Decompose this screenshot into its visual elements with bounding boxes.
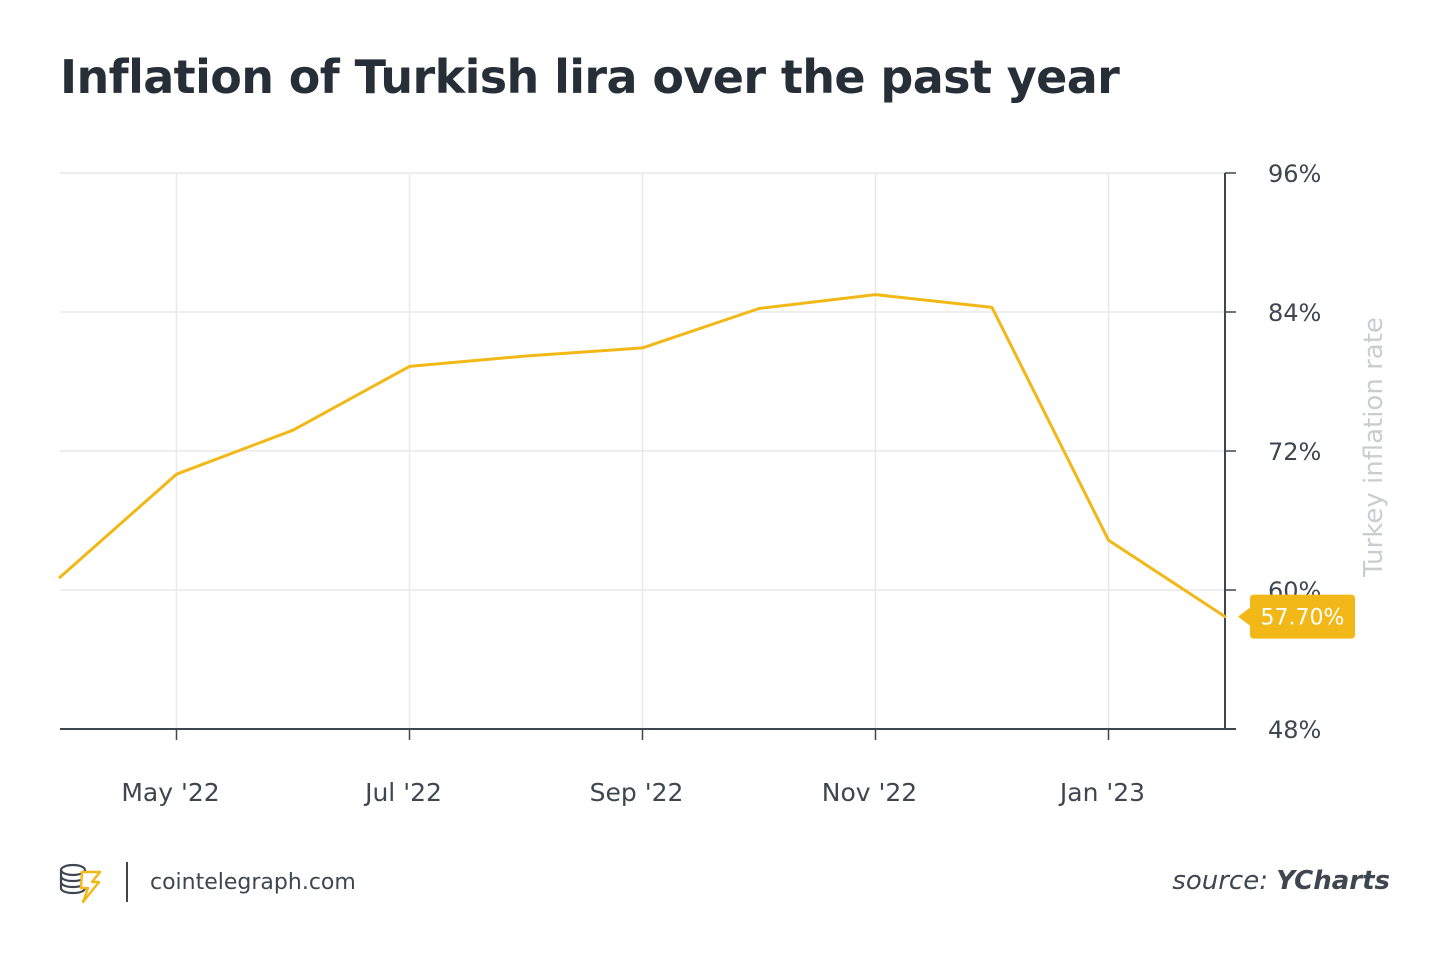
- y-tick-label: 84%: [1268, 299, 1321, 327]
- cointelegraph-logo-icon: [59, 863, 102, 904]
- y-tick-label: 72%: [1268, 438, 1321, 466]
- series: [58, 293, 1227, 619]
- x-tick-label: Jul '22: [363, 778, 442, 807]
- badge-label: 57.70%: [1261, 606, 1345, 631]
- y-tick-label: 48%: [1268, 716, 1321, 744]
- y-tick-label: 96%: [1268, 160, 1321, 188]
- footer-branding: cointelegraph.com: [58, 860, 356, 904]
- footer-separator: [126, 862, 128, 902]
- x-tick-label: May '22: [121, 778, 219, 807]
- last-value-badge: 57.70%: [1238, 594, 1355, 639]
- site-name: cointelegraph.com: [150, 869, 356, 895]
- source-name: YCharts: [1276, 866, 1390, 896]
- chart-title: Inflation of Turkish lira over the past …: [60, 50, 1120, 104]
- series-line: [58, 293, 1227, 619]
- y-axis-label: Turkey inflation rate: [1359, 317, 1389, 578]
- x-tick-label: Nov '22: [822, 778, 917, 807]
- x-tick-labels: May '22 Jul '22 Sep '22 Nov '22 Jan '23: [121, 778, 1145, 807]
- source-label: source:: [1172, 866, 1268, 896]
- y-tick-labels: 96%84%72%60%48%: [1268, 160, 1321, 744]
- source-credit: source: YCharts: [1172, 866, 1390, 896]
- y-grid: [60, 172, 1225, 591]
- badge-background: [1238, 594, 1355, 639]
- x-tick-label: Sep '22: [590, 778, 684, 807]
- axes: [60, 172, 1236, 740]
- x-tick-label: Jan '23: [1058, 778, 1145, 807]
